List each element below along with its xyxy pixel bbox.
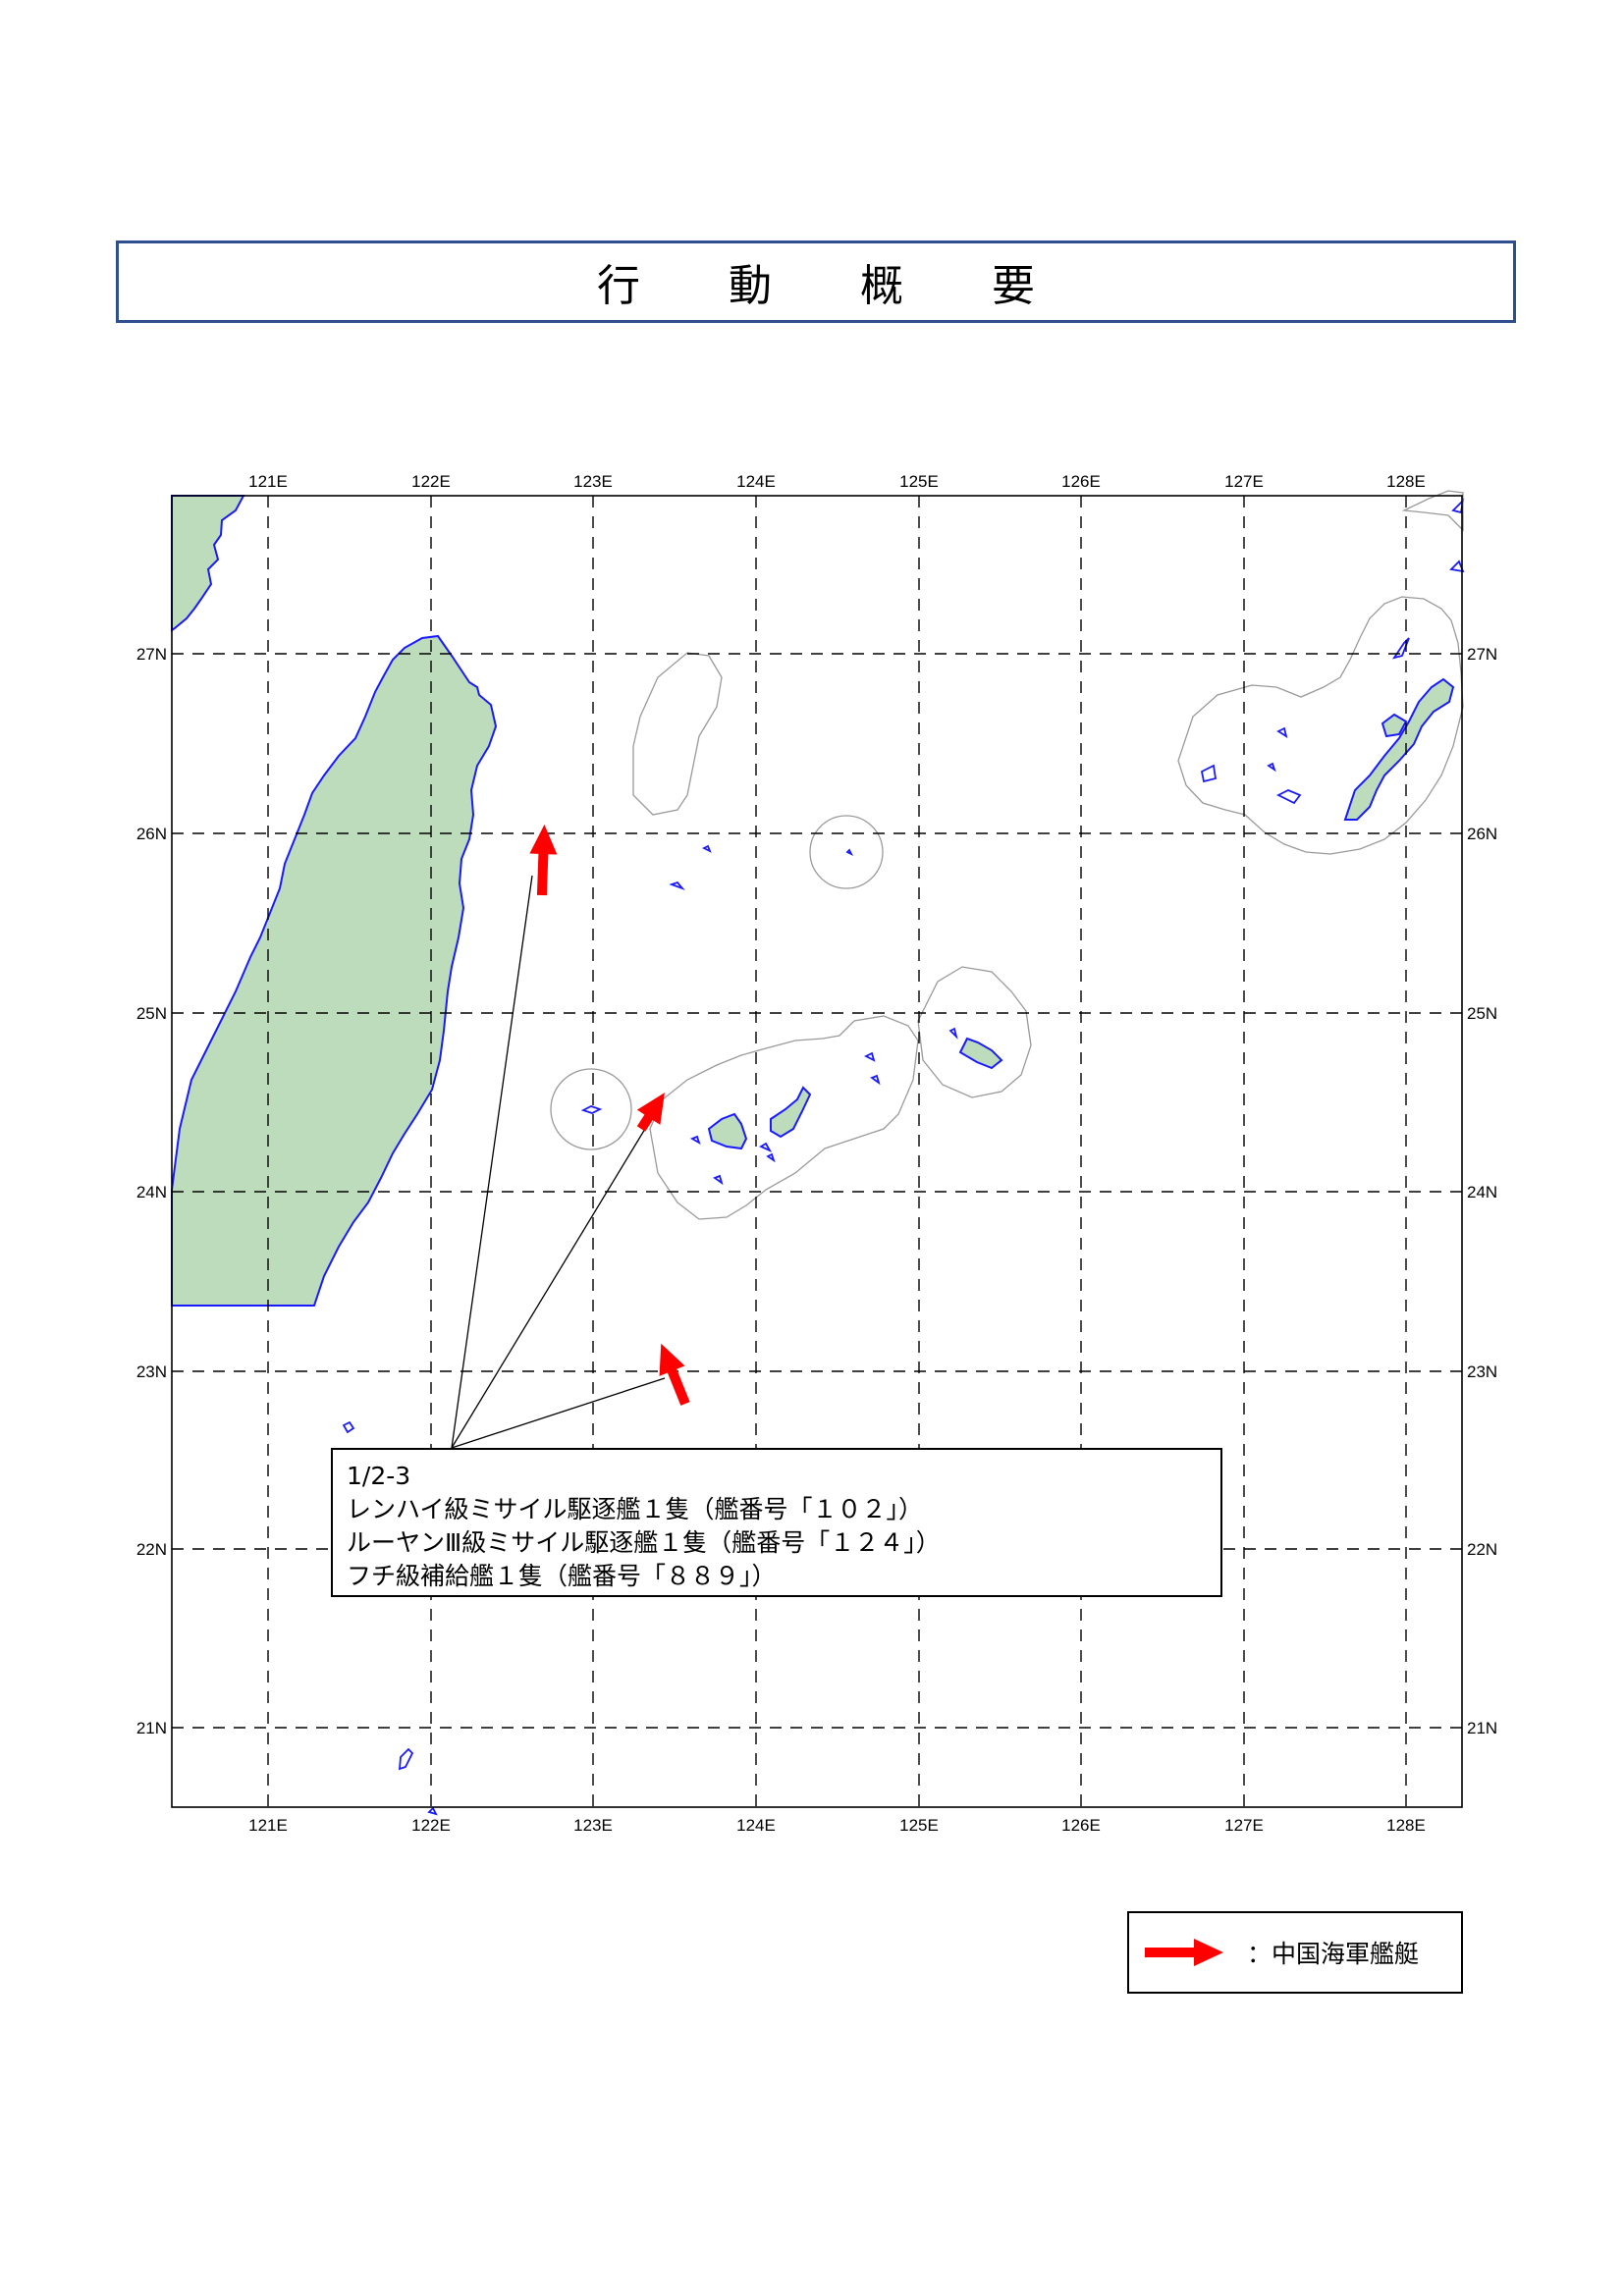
lat-label-right: 24N [1467, 1183, 1497, 1201]
legend: ：中国海軍艦艇 [1127, 1911, 1463, 1994]
small-islands [342, 844, 854, 1816]
lon-label-top: 122E [411, 472, 451, 491]
china-mainland-coast [171, 495, 245, 632]
lon-label-top: 125E [899, 472, 939, 491]
map-frame [171, 495, 1463, 1808]
lon-label-top: 128E [1386, 472, 1426, 491]
lon-label-top: 121E [248, 472, 288, 491]
lon-label-bottom: 128E [1386, 1816, 1426, 1835]
okinawa-islands [1200, 498, 1465, 821]
callout-line-1: レンハイ級ミサイル駆逐艦１隻（艦番号「１０２」） [347, 1495, 924, 1523]
taiwan-landmass [171, 634, 498, 1307]
lon-label-bottom: 125E [899, 1816, 939, 1835]
callout-date: 1/2-3 [347, 1462, 411, 1490]
vessel-callout: 1/2-3 レンハイ級ミサイル駆逐艦１隻（艦番号「１０２」） ルーヤンⅢ級ミサイ… [331, 1448, 1222, 1597]
lat-label-right: 25N [1467, 1004, 1497, 1023]
sakishima-islands [689, 1027, 1003, 1186]
vessel-arrow-2 [636, 1093, 665, 1132]
lat-label-left: 22N [136, 1540, 167, 1559]
lon-label-bottom: 127E [1224, 1816, 1264, 1835]
lat-label-right: 27N [1467, 645, 1497, 664]
lon-label-bottom: 122E [411, 1816, 451, 1835]
vessel-arrow-1 [529, 825, 558, 896]
lon-label-bottom: 121E [248, 1816, 288, 1835]
red-arrow-icon [1145, 1939, 1223, 1966]
callout-line-3: フチ級補給艦１隻（艦番号「８８９」） [347, 1562, 777, 1590]
lat-label-left: 25N [136, 1004, 167, 1023]
lon-label-top: 124E [736, 472, 776, 491]
callout-leader-lines [451, 875, 666, 1449]
lon-label-top: 126E [1061, 472, 1101, 491]
lat-label-left: 26N [136, 825, 167, 843]
lat-label-left: 24N [136, 1183, 167, 1201]
lon-label-top: 127E [1224, 472, 1264, 491]
lat-label-right: 22N [1467, 1540, 1497, 1559]
lat-label-right: 26N [1467, 825, 1497, 843]
lon-label-bottom: 124E [736, 1816, 776, 1835]
lon-label-bottom: 123E [573, 1816, 613, 1835]
latitude-labels: 27N 27N 26N 26N 25N 25N 24N 24N 23N 23N 22N 22N 21N 2… [136, 645, 1497, 1737]
lat-label-left: 27N [136, 645, 167, 664]
lon-label-top: 123E [573, 472, 613, 491]
lat-label-left: 23N [136, 1362, 167, 1381]
lon-label-bottom: 126E [1061, 1816, 1101, 1835]
lat-label-left: 21N [136, 1719, 167, 1737]
callout-line-2: ルーヤンⅢ級ミサイル駆逐艦１隻（艦番号「１２４」） [347, 1528, 941, 1557]
zone-outlines [550, 490, 1464, 1220]
legend-label: ：中国海軍艦艇 [1247, 1940, 1420, 1968]
lat-label-right: 23N [1467, 1362, 1497, 1381]
longitude-labels: 121E 121E 122E 122E 123E 123E 124E 124E 125E 125E… [248, 472, 1426, 1835]
vessel-arrow-3 [659, 1343, 690, 1406]
title-box: 行 動 概 要 [116, 240, 1516, 323]
lat-label-right: 21N [1467, 1719, 1497, 1737]
page-title: 行 動 概 要 [597, 261, 1072, 311]
